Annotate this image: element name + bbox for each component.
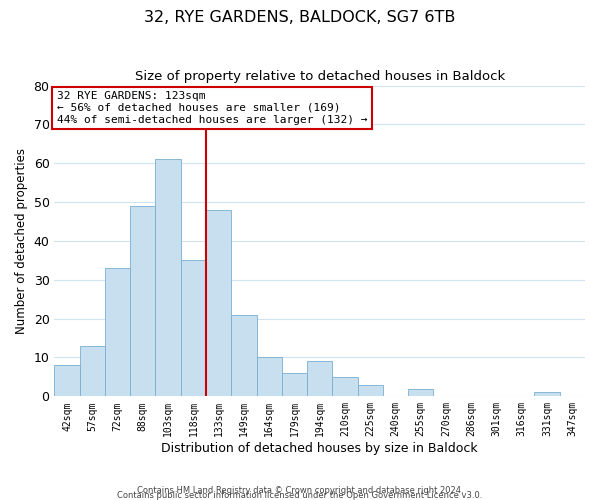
Text: 32, RYE GARDENS, BALDOCK, SG7 6TB: 32, RYE GARDENS, BALDOCK, SG7 6TB xyxy=(145,10,455,25)
Text: Contains public sector information licensed under the Open Government Licence v3: Contains public sector information licen… xyxy=(118,491,482,500)
X-axis label: Distribution of detached houses by size in Baldock: Distribution of detached houses by size … xyxy=(161,442,478,455)
Bar xyxy=(155,160,181,396)
Bar xyxy=(80,346,105,397)
Text: 32 RYE GARDENS: 123sqm
← 56% of detached houses are smaller (169)
44% of semi-de: 32 RYE GARDENS: 123sqm ← 56% of detached… xyxy=(57,92,367,124)
Bar xyxy=(231,315,257,396)
Bar xyxy=(105,268,130,396)
Y-axis label: Number of detached properties: Number of detached properties xyxy=(15,148,28,334)
Text: Contains HM Land Registry data © Crown copyright and database right 2024.: Contains HM Land Registry data © Crown c… xyxy=(137,486,463,495)
Bar xyxy=(408,388,433,396)
Bar xyxy=(206,210,231,396)
Bar xyxy=(257,358,282,397)
Bar xyxy=(282,373,307,396)
Bar xyxy=(181,260,206,396)
Bar xyxy=(535,392,560,396)
Bar xyxy=(130,206,155,396)
Bar xyxy=(307,362,332,396)
Bar xyxy=(358,384,383,396)
Bar xyxy=(332,377,358,396)
Bar xyxy=(55,366,80,396)
Title: Size of property relative to detached houses in Baldock: Size of property relative to detached ho… xyxy=(134,70,505,83)
